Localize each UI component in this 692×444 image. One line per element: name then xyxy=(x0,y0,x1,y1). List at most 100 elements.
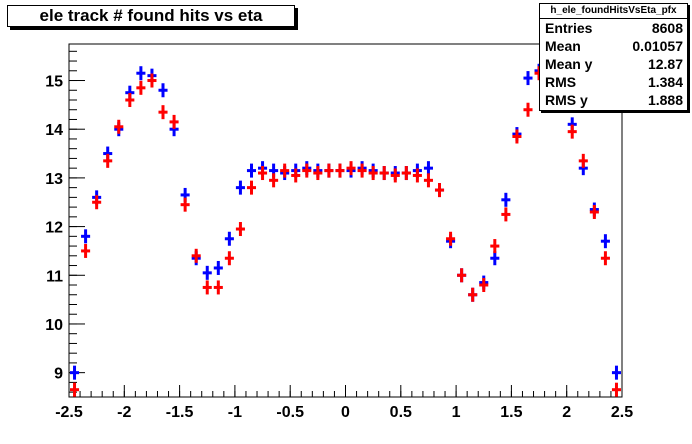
data-point xyxy=(191,248,201,263)
data-point xyxy=(158,105,168,120)
data-point xyxy=(379,166,389,181)
stats-label: RMS xyxy=(545,74,577,90)
stats-histogram-name: h_ele_foundHitsVsEta_pfx xyxy=(540,4,687,19)
data-point xyxy=(224,251,234,266)
data-point xyxy=(81,243,91,258)
data-point xyxy=(81,229,91,244)
data-point xyxy=(457,268,467,283)
stats-box: h_ele_foundHitsVsEta_pfx Entries 8608 Me… xyxy=(539,3,688,111)
data-point xyxy=(269,173,279,188)
y-tick-label: 9 xyxy=(54,366,63,383)
data-point xyxy=(335,163,345,178)
data-point xyxy=(567,124,577,139)
stats-value: 12.87 xyxy=(647,56,683,72)
x-tick-label: 0 xyxy=(341,404,350,421)
x-tick-label: 2 xyxy=(562,404,571,421)
x-tick-label: 2.5 xyxy=(611,404,633,421)
y-tick-label: 15 xyxy=(45,74,63,91)
x-tick-label: 0.5 xyxy=(390,404,412,421)
stats-label: Mean xyxy=(545,38,581,54)
data-point xyxy=(302,163,312,178)
data-point xyxy=(291,168,301,183)
data-point xyxy=(490,251,500,266)
data-point xyxy=(479,278,489,293)
data-point xyxy=(114,119,124,134)
data-point xyxy=(401,166,411,181)
data-point xyxy=(136,80,146,95)
data-point xyxy=(357,163,367,178)
data-point xyxy=(390,168,400,183)
data-point xyxy=(512,129,522,144)
series-0 xyxy=(70,63,621,380)
y-tick-label: 13 xyxy=(45,171,63,188)
data-point xyxy=(523,71,533,86)
stats-row-mean-y: Mean y 12.87 xyxy=(540,55,687,73)
data-point xyxy=(446,231,456,246)
data-point xyxy=(589,204,599,219)
data-point xyxy=(70,365,80,380)
x-tick-label: -2 xyxy=(117,404,131,421)
data-point xyxy=(213,280,223,295)
data-point xyxy=(258,166,268,181)
data-point xyxy=(434,183,445,198)
data-series xyxy=(70,63,621,397)
data-point xyxy=(202,265,212,280)
data-point xyxy=(92,195,102,210)
data-point xyxy=(213,260,223,275)
data-point xyxy=(202,280,212,295)
data-point xyxy=(468,287,478,302)
x-tick-label: -0.5 xyxy=(276,404,304,421)
stats-row-rms: RMS 1.384 xyxy=(540,73,687,91)
stats-value: 1.384 xyxy=(647,74,683,90)
stats-value: 1.888 xyxy=(647,92,683,108)
x-tick-label: -1.5 xyxy=(166,404,194,421)
data-point xyxy=(368,166,378,181)
data-point xyxy=(136,66,146,81)
stats-row-rms-y: RMS y 1.888 xyxy=(540,91,687,109)
x-tick-label: 1 xyxy=(452,404,461,421)
data-point xyxy=(600,251,610,266)
data-point xyxy=(246,163,257,178)
stats-value: 0.01057 xyxy=(632,38,683,54)
data-point xyxy=(423,173,433,188)
series-1 xyxy=(70,66,621,397)
plot-axes: -2.5 -2 -1.5 -1 -0.5 0 0.5 1 1.5 2 2.5 9 10 11 12 13 14 1… xyxy=(45,43,633,421)
data-point xyxy=(324,163,334,178)
data-point xyxy=(158,83,168,98)
x-tick-label: -1 xyxy=(228,404,242,421)
y-tick-label: 12 xyxy=(45,220,63,237)
data-point xyxy=(103,153,113,168)
data-point xyxy=(501,192,511,207)
data-point xyxy=(125,92,135,107)
data-point xyxy=(235,180,245,195)
stats-label: RMS y xyxy=(545,92,588,108)
stats-label: Entries xyxy=(545,20,593,36)
data-point xyxy=(224,231,234,246)
data-point xyxy=(169,114,179,129)
data-point xyxy=(611,382,621,397)
data-point xyxy=(235,222,245,237)
data-point xyxy=(600,234,610,249)
data-point xyxy=(346,161,356,176)
data-point xyxy=(313,166,323,181)
data-point xyxy=(523,102,533,117)
stats-row-entries: Entries 8608 xyxy=(540,19,687,37)
stats-row-mean: Mean 0.01057 xyxy=(540,37,687,55)
data-point xyxy=(246,180,257,195)
y-tick-label: 10 xyxy=(45,317,63,334)
data-point xyxy=(70,382,80,397)
stats-value: 8608 xyxy=(651,20,683,36)
data-point xyxy=(611,365,621,380)
data-point xyxy=(423,161,433,176)
y-tick-label: 11 xyxy=(46,268,63,285)
data-point xyxy=(180,197,190,212)
data-point xyxy=(490,239,500,254)
data-point xyxy=(147,73,157,88)
chart-title: ele track # found hits vs eta xyxy=(7,5,295,27)
x-tick-label: -2.5 xyxy=(55,404,83,421)
x-tick-label: 1.5 xyxy=(500,404,522,421)
y-tick-label: 14 xyxy=(45,122,63,139)
data-point xyxy=(578,153,588,168)
data-point xyxy=(280,163,290,178)
